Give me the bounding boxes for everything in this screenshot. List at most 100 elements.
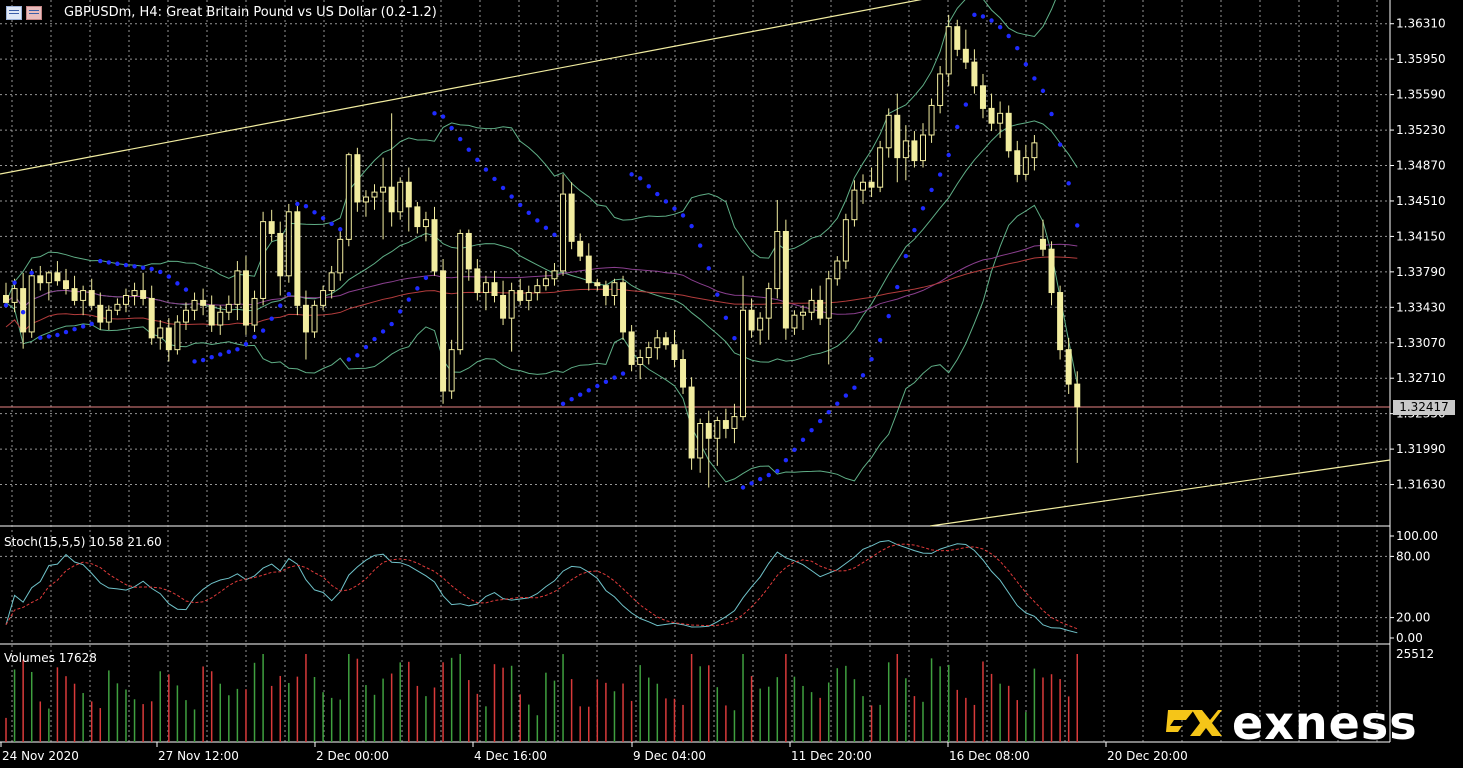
axis-labels: 1.36310 1.35950 1.35590 1.35230 1.34870 1.345… [0, 17, 1446, 763]
sar-dot [972, 12, 977, 18]
candle-body [979, 85, 986, 109]
chart-window-icon[interactable] [6, 6, 22, 20]
sar-dot [663, 199, 669, 204]
sar-dot [243, 341, 249, 347]
candle-body [542, 278, 549, 287]
candle-body [268, 221, 275, 234]
sar-dot [877, 337, 883, 343]
candle-body [1048, 248, 1055, 294]
sar-dot [869, 357, 874, 362]
sar-dot [1040, 88, 1046, 94]
candle-body [285, 211, 292, 277]
sar-dot [406, 297, 411, 302]
candle-body [757, 317, 764, 331]
candle-body [62, 280, 69, 290]
sar-dot [46, 334, 52, 339]
sar-dot [355, 353, 360, 358]
candle-body [225, 303, 232, 313]
sar-dot [586, 388, 591, 393]
candle-body [28, 275, 35, 333]
candle-body [628, 331, 635, 365]
candle-body [705, 423, 712, 439]
candle-body [671, 344, 678, 360]
candle-body [851, 189, 858, 221]
candle-body [911, 140, 918, 162]
properties-icon[interactable] [26, 6, 42, 20]
time-label: 11 Dec 20:00 [791, 749, 872, 763]
sar-dot [886, 313, 891, 319]
candle-body [337, 238, 344, 274]
sar-dot [637, 176, 643, 181]
sar-dot [1057, 142, 1063, 147]
sar-dot [963, 102, 969, 107]
sar-dot [749, 481, 754, 486]
candle-body [260, 221, 267, 299]
candle-body [808, 299, 815, 313]
candle-body [1022, 157, 1029, 175]
candle-body [774, 230, 781, 290]
sar-dot [492, 176, 497, 182]
sar-dot [860, 373, 866, 378]
candle-body [654, 337, 661, 349]
candle-body [817, 299, 824, 319]
candle-body [422, 219, 429, 228]
candle-body [551, 270, 558, 280]
time-label: 2 Dec 00:00 [316, 749, 389, 763]
candle-body [140, 290, 147, 299]
candle-body [251, 297, 258, 326]
candle-body [157, 327, 164, 339]
candle-body [1005, 112, 1012, 152]
candle-body [182, 309, 189, 323]
candle-body [354, 154, 361, 203]
sar-dot [1066, 181, 1071, 186]
price-tick-label: 1.33070 [1396, 336, 1446, 350]
sar-dot [158, 269, 163, 275]
candle-body [105, 309, 112, 323]
sar-dot [183, 287, 189, 292]
price-tick-label: 1.31990 [1396, 442, 1446, 456]
time-label: 16 Dec 08:00 [949, 749, 1030, 763]
sar-dot [132, 264, 137, 269]
chart-title: GBPUSDm, H4: Great Britain Pound vs US D… [64, 5, 437, 20]
candle-body [885, 114, 892, 149]
sar-dot [209, 355, 214, 360]
candle-body [45, 272, 52, 284]
stoch-tick-label: 20.00 [1396, 611, 1430, 625]
candle-body [200, 299, 207, 306]
candle-body [388, 186, 395, 213]
sar-dot [560, 401, 566, 407]
candle-body [782, 230, 789, 329]
sar-dot [646, 184, 651, 189]
candle-body [697, 423, 704, 459]
price-tick-label: 1.34510 [1396, 194, 1446, 208]
sar-dot [629, 172, 634, 177]
time-label: 20 Dec 20:00 [1107, 749, 1188, 763]
candle-body [311, 304, 318, 333]
sar-dot [38, 335, 43, 341]
price-tick-label: 1.36310 [1396, 17, 1446, 31]
sar-dot [552, 232, 557, 238]
sar-dot [380, 329, 386, 334]
sar-dot [783, 458, 789, 463]
candle-body [114, 303, 121, 311]
sar-dot [398, 309, 403, 314]
candle-body [174, 321, 181, 351]
sar-dot [295, 201, 300, 207]
candle-body [971, 61, 978, 87]
candle-body [842, 219, 849, 262]
candle-body [791, 314, 798, 329]
candles [3, 14, 1081, 488]
sar-dot [543, 225, 549, 231]
price-tick-label: 1.34150 [1396, 229, 1446, 243]
sar-dot [1023, 62, 1029, 67]
sar-dot [449, 125, 454, 131]
sar-dot [115, 261, 120, 266]
price-tick-label: 1.31630 [1396, 478, 1446, 492]
sar-dot [740, 485, 746, 490]
candle-body [688, 386, 695, 459]
sar-dot [389, 321, 394, 327]
stoch-main-line [5, 540, 1078, 634]
sar-dot [312, 210, 317, 215]
sar-dot [466, 147, 471, 152]
sar-dot [149, 266, 154, 272]
